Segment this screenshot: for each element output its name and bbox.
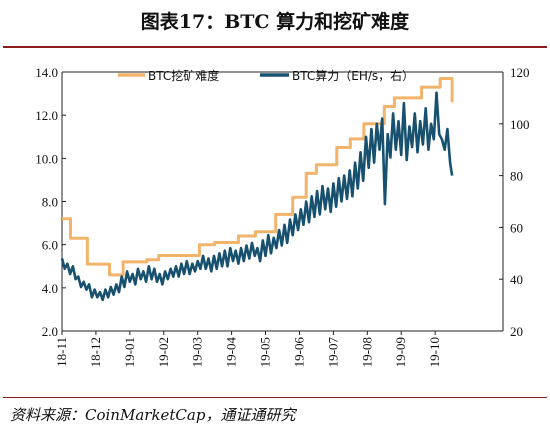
x-ticks: 18-11 18-12 19-01 19-02 19-03 19-04 19-05 19-06… [54, 331, 442, 367]
x-tick-label: 19-04 [224, 337, 239, 368]
left-tick-label: 8.0 [42, 195, 58, 210]
legend: BTC挖矿难度 BTC算力（EH/s，右） [118, 68, 414, 83]
right-tick-label: 100 [510, 117, 530, 132]
x-tick-label: 18-12 [88, 337, 103, 367]
x-tick-label: 18-11 [54, 337, 69, 367]
chart: 2.04.06.08.010.012.014.0 20406080100120 … [35, 65, 530, 367]
right-tick-label: 40 [510, 272, 523, 287]
x-tick-label: 19-05 [258, 337, 273, 367]
left-tick-label: 6.0 [42, 238, 58, 253]
x-tick-label: 19-06 [291, 337, 306, 368]
left-tick-label: 10.0 [35, 151, 58, 166]
legend-label-difficulty: BTC挖矿难度 [148, 68, 219, 83]
right-tick-label: 80 [510, 169, 523, 184]
difficulty-line [62, 77, 454, 277]
right-tick-label: 60 [510, 220, 523, 235]
source-note: 资料来源：CoinMarketCap，通证通研究 [10, 406, 296, 424]
x-tick-label: 19-08 [359, 337, 374, 367]
right-tick-label: 20 [510, 324, 523, 339]
x-tick-label: 19-09 [393, 337, 408, 367]
x-tick-label: 19-03 [190, 337, 205, 367]
source-rule [3, 397, 547, 398]
left-tick-label: 14.0 [35, 65, 58, 80]
left-ticks: 2.0 4.0 6.0 8.0 10.0 12.0 14.0 [35, 65, 66, 339]
left-tick-label: 2.0 [42, 324, 58, 339]
x-tick-label: 19-02 [156, 337, 171, 367]
series-group [60, 77, 454, 302]
x-tick-label: 19-01 [122, 337, 137, 367]
right-tick-label: 120 [510, 65, 530, 80]
x-tick-label: 19-07 [325, 337, 340, 368]
hashrate-line [60, 91, 454, 302]
x-tick-label: 19-10 [427, 337, 442, 367]
left-tick-label: 12.0 [35, 108, 58, 123]
left-tick-label: 4.0 [42, 281, 58, 296]
chart-title: 图表17：BTC 算力和挖矿难度 [140, 11, 410, 33]
title-rule [3, 46, 547, 48]
right-ticks: 20 40 60 80 100 120 [499, 65, 530, 339]
legend-label-hashrate: BTC算力（EH/s，右） [292, 68, 414, 83]
